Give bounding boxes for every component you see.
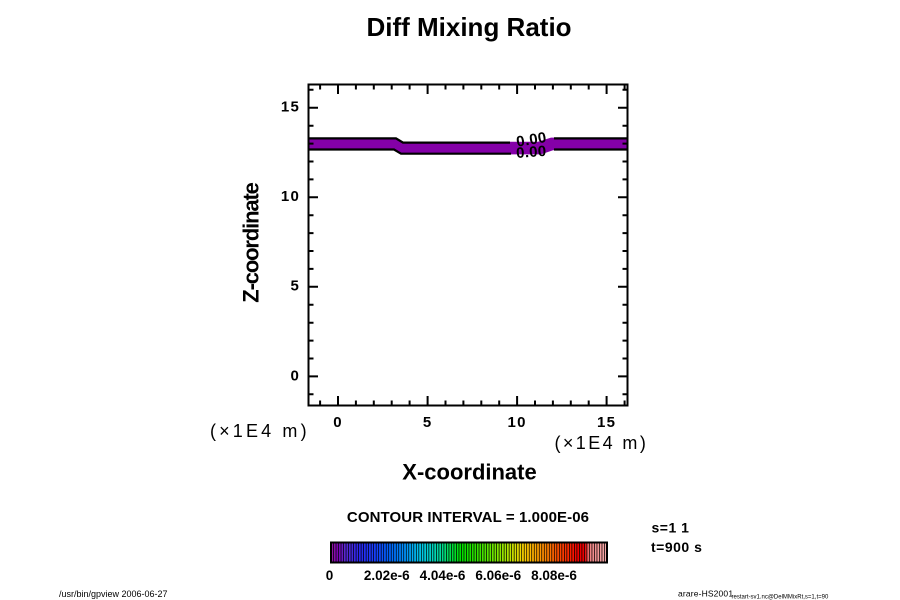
svg-text:15: 15 xyxy=(281,99,300,116)
svg-text:(×1E4 m): (×1E4 m) xyxy=(555,433,649,453)
svg-text:s=1 1: s=1 1 xyxy=(652,520,690,536)
svg-text:6.06e-6: 6.06e-6 xyxy=(475,568,521,583)
svg-text:CONTOUR INTERVAL = 1.000E-06: CONTOUR INTERVAL = 1.000E-06 xyxy=(347,509,589,526)
svg-text:15: 15 xyxy=(597,414,616,431)
svg-text:8.08e-6: 8.08e-6 xyxy=(531,568,577,583)
svg-text:5: 5 xyxy=(290,278,300,295)
svg-text:5: 5 xyxy=(423,414,433,431)
svg-text:2.02e-6: 2.02e-6 xyxy=(364,568,410,583)
svg-text:arare-HS2001: arare-HS2001 xyxy=(678,589,733,599)
svg-text:Diff Mixing Ratio: Diff Mixing Ratio xyxy=(366,12,571,42)
svg-text:10: 10 xyxy=(281,188,300,205)
svg-text:0: 0 xyxy=(290,367,300,384)
svg-text:Z-coordinate: Z-coordinate xyxy=(239,182,264,302)
svg-text:10: 10 xyxy=(508,414,527,431)
svg-text:X-coordinate: X-coordinate xyxy=(402,460,536,485)
svg-text:4.04e-6: 4.04e-6 xyxy=(420,568,466,583)
svg-text:restart-sv1.nc@DelMMixRt,s=1,t: restart-sv1.nc@DelMMixRt,s=1,t=90 xyxy=(732,595,829,600)
svg-text:0.00: 0.00 xyxy=(515,129,548,151)
svg-text:t=900 s: t=900 s xyxy=(651,539,702,555)
svg-text:0: 0 xyxy=(333,414,343,431)
svg-text:0: 0 xyxy=(326,568,334,583)
svg-text:0.00: 0.00 xyxy=(516,143,548,162)
svg-text:(×1E4 m): (×1E4 m) xyxy=(210,421,310,441)
svg-text:/usr/bin/gpview 2006-06-27: /usr/bin/gpview 2006-06-27 xyxy=(59,589,168,599)
